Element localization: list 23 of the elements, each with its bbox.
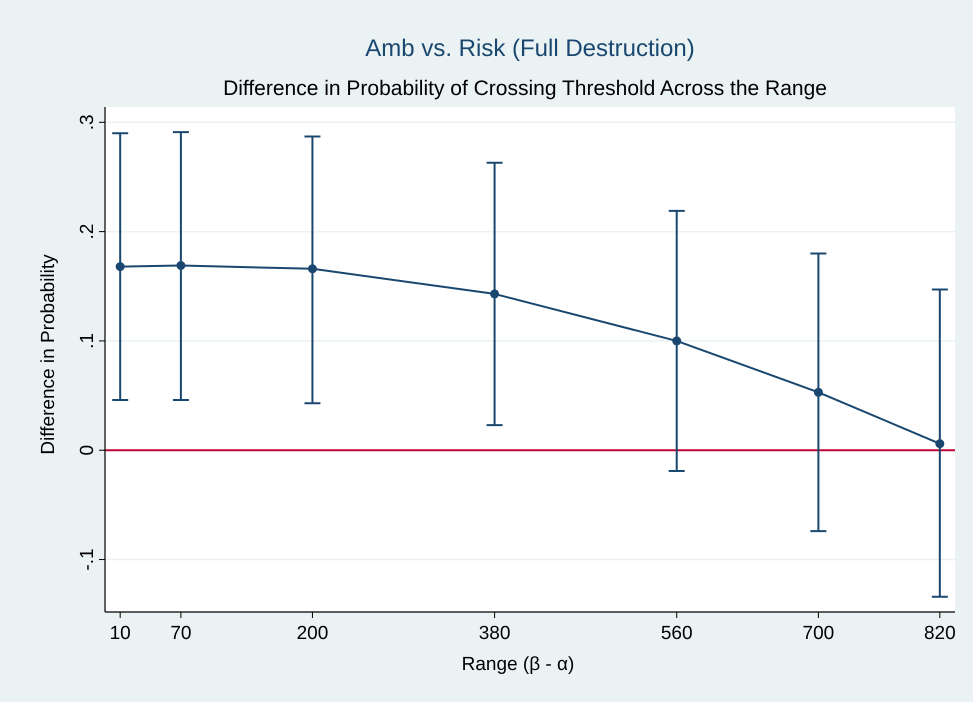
point	[176, 260, 186, 270]
y-tick-label: .2	[77, 224, 98, 240]
point	[935, 439, 944, 448]
y-tick-label: 0	[77, 444, 98, 456]
point	[672, 336, 682, 346]
y-axis-title: Difference in Probability	[38, 254, 59, 455]
x-tick-label: 700	[802, 623, 834, 644]
point	[814, 388, 823, 397]
y-tick-label: .1	[77, 332, 98, 349]
y-tick-label: .3	[77, 114, 98, 130]
x-tick-label: 200	[296, 623, 328, 644]
chart-subtitle: Difference in Probability of Crossing Threshold Across the Range	[223, 77, 827, 100]
point	[116, 262, 125, 272]
chart-title: Amb vs. Risk (Full Destruction)	[365, 35, 695, 62]
point	[308, 264, 317, 274]
point	[490, 289, 500, 298]
x-tick-label: 560	[660, 623, 693, 644]
x-tick-label: 10	[110, 623, 131, 644]
x-tick-label: 70	[170, 623, 192, 644]
x-axis-title: Range (β - α)	[462, 654, 574, 675]
y-tick-label: -.1	[77, 548, 98, 571]
x-tick-label: 820	[924, 623, 956, 644]
x-tick-label: 380	[478, 623, 510, 644]
